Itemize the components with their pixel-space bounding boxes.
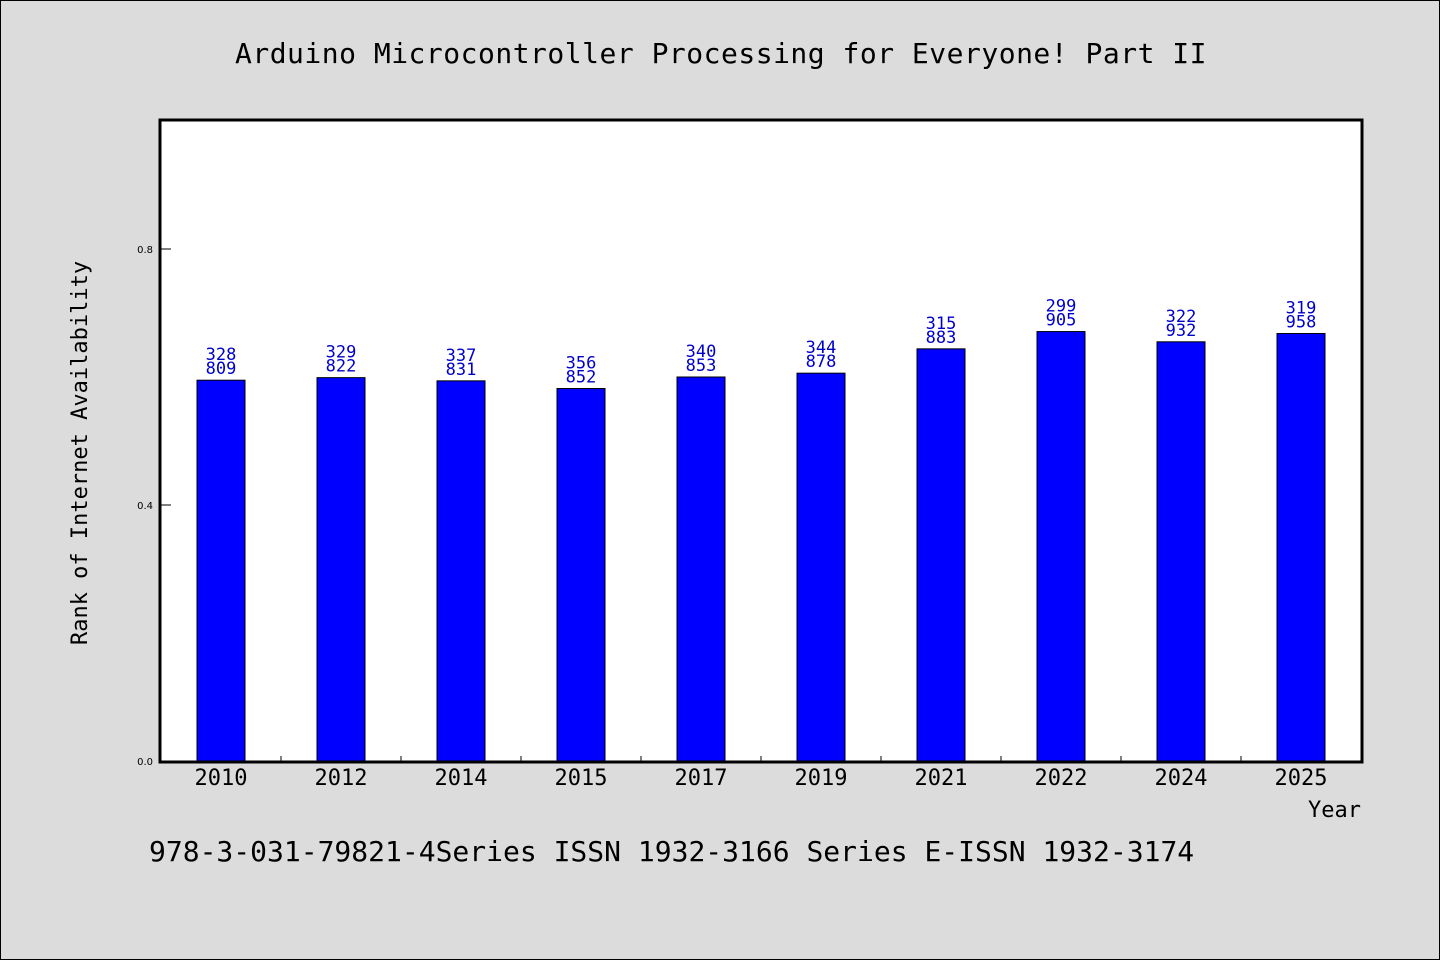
x-tick-label: 2010 bbox=[195, 766, 248, 791]
data-label-top: 315 bbox=[926, 314, 957, 334]
y-axis-label: Rank of Internet Availability bbox=[68, 261, 93, 645]
bar-2017 bbox=[676, 376, 726, 762]
x-tick-label: 2025 bbox=[1275, 766, 1328, 791]
bar-2025 bbox=[1276, 332, 1326, 762]
data-label-bottom: 883 bbox=[926, 328, 957, 348]
data-label-top: 329 bbox=[326, 343, 357, 363]
data-label-top: 299 bbox=[1046, 297, 1077, 317]
y-tick-label: 0.8 bbox=[137, 245, 153, 256]
bar-2022 bbox=[1036, 331, 1086, 762]
bar-2019 bbox=[796, 372, 846, 762]
x-ticks-layer: 2010 2012 2014 2015 2017 2019 2021 2022 2024 2025 bbox=[195, 756, 1328, 791]
x-tick-label: 2021 bbox=[915, 766, 968, 791]
x-tick-label: 2014 bbox=[435, 766, 488, 791]
data-label-bottom: 822 bbox=[326, 357, 357, 377]
x-tick-label: 2012 bbox=[315, 766, 368, 791]
data-label-bottom: 809 bbox=[206, 359, 237, 379]
data-label-top: 340 bbox=[686, 342, 717, 362]
data-label-top: 356 bbox=[566, 354, 597, 374]
data-label-bottom: 831 bbox=[446, 360, 477, 380]
footer-note: 978-3-031-79821-4Series ISSN 1932-3166 S… bbox=[149, 835, 1195, 868]
x-tick-label: 2017 bbox=[675, 766, 728, 791]
data-label-top: 328 bbox=[206, 345, 237, 365]
x-axis-label: Year bbox=[1308, 798, 1361, 823]
data-label-top: 319 bbox=[1286, 298, 1317, 318]
bar-2021 bbox=[916, 348, 966, 762]
x-tick-label: 2015 bbox=[555, 766, 608, 791]
data-label-bottom: 852 bbox=[566, 368, 597, 388]
data-label-bottom: 878 bbox=[806, 352, 837, 372]
data-label-top: 344 bbox=[806, 338, 837, 358]
x-tick-label: 2024 bbox=[1155, 766, 1208, 791]
data-label-top: 337 bbox=[446, 346, 477, 366]
data-label-top: 322 bbox=[1166, 307, 1197, 327]
y-tick-label: 0.4 bbox=[137, 501, 153, 512]
x-tick-label: 2022 bbox=[1035, 766, 1088, 791]
data-label-bottom: 958 bbox=[1286, 312, 1317, 332]
bar-2012 bbox=[316, 377, 366, 762]
bars-layer bbox=[196, 331, 1326, 762]
bar-2015 bbox=[556, 388, 606, 762]
data-label-bottom: 853 bbox=[686, 356, 717, 376]
y-tick-label: 0.0 bbox=[137, 757, 153, 768]
data-label-bottom: 932 bbox=[1166, 321, 1197, 341]
data-label-bottom: 905 bbox=[1046, 311, 1077, 331]
chart-title: Arduino Microcontroller Processing for E… bbox=[234, 37, 1207, 70]
y-ticks-layer: 0.0 0.4 0.8 bbox=[137, 245, 171, 768]
bar-2014 bbox=[436, 380, 486, 762]
bar-2010 bbox=[196, 379, 246, 762]
x-tick-label: 2019 bbox=[795, 766, 848, 791]
bar-2024 bbox=[1156, 341, 1206, 762]
